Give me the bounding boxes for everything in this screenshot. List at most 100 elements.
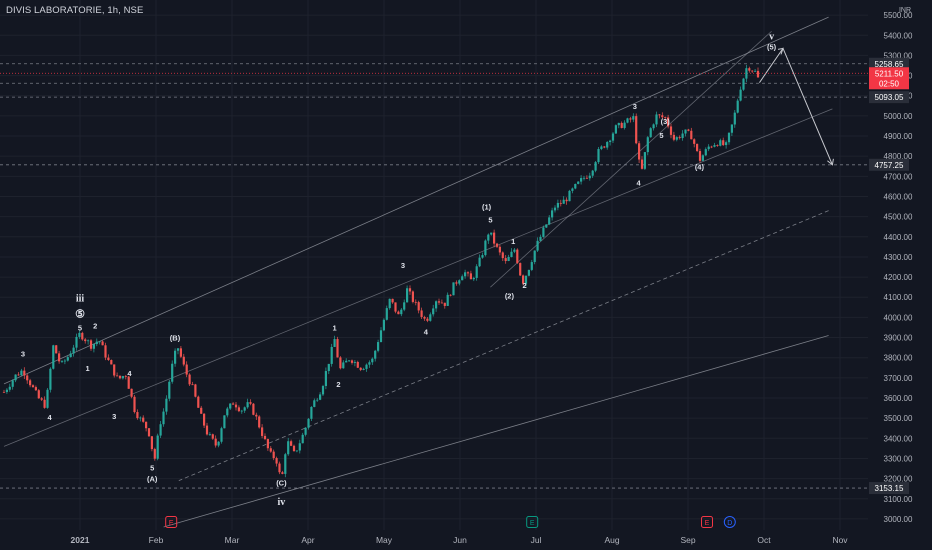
candle-body: [40, 398, 43, 400]
time-axis: 2021 Feb Mar Apr May Jun Jul Aug Sep Oct Nov: [0, 530, 932, 550]
candle-body: [664, 117, 667, 119]
candle-body: [614, 125, 617, 134]
price-tick-label: 3500.00: [884, 414, 913, 423]
price-tick-label: 4300.00: [884, 253, 913, 262]
candle-body: [719, 140, 722, 146]
candle-body: [754, 70, 757, 72]
candle-body: [17, 374, 20, 376]
candle-body: [26, 375, 29, 381]
candle-body: [153, 449, 156, 459]
candle-body: [72, 347, 75, 354]
chart-grid: [0, 0, 868, 530]
candle-body: [368, 362, 371, 365]
wave-label: 1: [333, 323, 337, 332]
candle-body: [23, 370, 26, 376]
candle-body: [611, 133, 615, 141]
candle-body: [545, 224, 548, 228]
time-axis-background: [0, 530, 932, 550]
wave-label: 2: [523, 281, 527, 290]
price-tick-label: 4000.00: [884, 313, 913, 322]
candle-body: [678, 137, 681, 139]
candle-body: [263, 435, 267, 440]
candle-body: [727, 132, 731, 143]
upper-channel-line: [3, 16, 829, 385]
candle-body: [397, 311, 400, 315]
candle-body: [707, 146, 710, 150]
candle-body: [507, 256, 510, 262]
candle-body: [626, 118, 629, 123]
price-tag-text: 5258.65: [875, 60, 904, 69]
time-tick-label: Mar: [225, 535, 240, 545]
candle-body: [147, 428, 151, 437]
candle-body: [495, 243, 499, 247]
price-tick-label: 4600.00: [884, 192, 913, 201]
candle-body: [66, 357, 69, 361]
candle-body: [739, 89, 742, 101]
price-tick-label: 5300.00: [884, 51, 913, 60]
wave-label: (C): [276, 479, 287, 488]
candle-body: [551, 210, 554, 218]
wave-label: (B): [170, 334, 181, 343]
price-tick-label: 4100.00: [884, 293, 913, 302]
candle-body: [600, 146, 603, 150]
candle-body: [461, 276, 464, 281]
event-marker-letter: E: [169, 520, 174, 527]
candle-body: [165, 398, 168, 412]
candle-body: [669, 126, 673, 135]
event-marker-letter: D: [727, 520, 732, 527]
candle-body: [638, 143, 641, 160]
time-tick-label: Apr: [301, 535, 314, 545]
candle-body: [536, 240, 539, 251]
candle-body: [124, 376, 127, 377]
candle-body: [252, 403, 255, 415]
wave-label: (4): [695, 162, 705, 171]
bar-countdown-text: 02:50: [879, 79, 900, 88]
wave-label: (2): [505, 291, 515, 300]
last-price-tag: [869, 67, 909, 90]
candle-body: [95, 341, 98, 345]
candle-body: [539, 236, 542, 241]
candle-body: [237, 407, 240, 412]
candle-body: [234, 404, 238, 408]
candle-body: [527, 269, 530, 276]
candle-body: [266, 439, 269, 449]
candle-body: [133, 396, 136, 413]
candle-body: [150, 436, 153, 450]
candle-body: [481, 255, 484, 258]
time-tick-label: Jul: [531, 535, 542, 545]
candle-body: [197, 396, 200, 408]
candle-body: [327, 363, 330, 372]
candle-body: [446, 294, 449, 306]
candle-body: [672, 134, 675, 140]
candle-body: [687, 129, 690, 131]
candle-body: [324, 371, 327, 387]
candle-body: [362, 368, 365, 370]
candle-body: [336, 339, 339, 358]
candle-body: [394, 302, 397, 312]
price-tick-label: 4400.00: [884, 233, 913, 242]
candle-body: [316, 399, 319, 401]
candle-body: [348, 360, 351, 362]
candle-body: [275, 458, 278, 464]
candle-body: [69, 353, 72, 358]
candle-body: [684, 129, 687, 134]
candle-body: [307, 418, 310, 428]
candle-body: [171, 363, 174, 382]
price-tick-label: 4900.00: [884, 132, 913, 141]
price-level-lines: [0, 63, 868, 489]
candle-body: [55, 345, 58, 354]
candle-body: [377, 342, 380, 351]
candle-body: [725, 142, 728, 146]
candle-body: [208, 434, 211, 436]
candle-body: [609, 140, 612, 143]
candle-body: [452, 282, 455, 296]
candle-body: [667, 117, 670, 127]
candle-body: [603, 146, 606, 148]
candle-body: [629, 118, 632, 120]
candle-body: [313, 400, 316, 407]
candle-body: [281, 472, 284, 474]
candle-body: [342, 362, 345, 369]
candle-body: [710, 146, 713, 148]
